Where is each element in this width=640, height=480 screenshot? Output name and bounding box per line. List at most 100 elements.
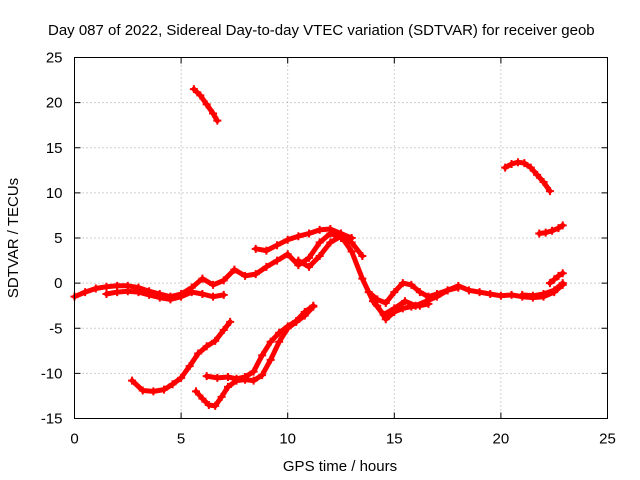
y-tick-label: 0 (54, 275, 62, 292)
series-arc-11 (501, 158, 554, 196)
data-point (273, 256, 282, 265)
series-line (72, 231, 365, 300)
data-point (550, 275, 559, 284)
y-tick-label: 20 (46, 95, 63, 112)
data-point (241, 271, 250, 280)
x-tick-label: 15 (386, 431, 403, 448)
data-point (177, 292, 186, 301)
series-arc-3 (189, 85, 222, 125)
data-point (315, 238, 324, 247)
data-point (347, 234, 356, 242)
y-tick-label: 10 (46, 185, 63, 202)
data-point (415, 288, 424, 297)
data-point (454, 283, 463, 292)
x-tick-label: 0 (70, 431, 78, 448)
data-point (398, 279, 407, 288)
data-point (275, 328, 284, 337)
data-point (347, 247, 356, 256)
data-point (266, 355, 275, 364)
series-arc-4 (128, 317, 235, 396)
data-point (224, 372, 233, 381)
data-point (475, 288, 484, 297)
data-point (202, 372, 211, 381)
data-point (198, 394, 207, 403)
data-point (539, 289, 548, 298)
chart-title: Day 087 of 2022, Sidereal Day-to-day VTE… (48, 22, 595, 39)
data-point (262, 262, 271, 271)
data-point (424, 292, 433, 301)
data-point (541, 228, 550, 237)
data-point (315, 225, 324, 234)
data-point (507, 159, 516, 168)
data-point (155, 293, 164, 302)
data-point (501, 163, 510, 172)
data-point (558, 279, 567, 288)
data-point (400, 297, 409, 306)
data-point (390, 308, 399, 317)
data-point (217, 392, 226, 401)
series-line (204, 303, 316, 382)
data-point (219, 290, 228, 299)
data-point (558, 221, 567, 230)
data-point (364, 288, 373, 297)
data-point (315, 252, 324, 261)
y-tick-label: -10 (41, 365, 63, 382)
data-point (149, 387, 158, 396)
series-line (547, 270, 566, 286)
data-point (358, 274, 367, 283)
data-point (292, 317, 301, 326)
data-point (249, 367, 258, 376)
data-point (241, 372, 250, 381)
data-point (249, 376, 258, 385)
data-point (518, 290, 527, 299)
data-point (102, 282, 111, 291)
data-point (128, 376, 137, 385)
data-point (168, 380, 177, 389)
data-point (258, 351, 267, 360)
data-point (550, 286, 559, 295)
data-point (194, 349, 203, 358)
data-point (548, 226, 557, 235)
data-point (113, 288, 122, 297)
x-tick-label: 5 (177, 431, 185, 448)
data-point (326, 224, 335, 233)
data-point (464, 286, 473, 295)
data-point (300, 308, 309, 317)
series-line (366, 280, 461, 306)
data-point (309, 301, 318, 310)
data-point (528, 291, 537, 300)
data-point (507, 290, 516, 299)
data-point (545, 279, 554, 288)
x-tick-label: 10 (279, 431, 296, 448)
data-point (283, 250, 292, 259)
data-point (211, 336, 220, 345)
data-point (230, 265, 239, 274)
data-point (219, 326, 228, 335)
data-point (305, 229, 314, 238)
data-point (196, 91, 205, 100)
y-tick-label: 5 (54, 230, 62, 247)
series-arc-2 (102, 287, 228, 304)
data-point (424, 299, 433, 308)
data-point (496, 291, 505, 300)
y-axis-label: SDTVAR / TECUs (5, 178, 22, 298)
data-point (251, 270, 260, 279)
data-point (166, 295, 175, 304)
data-point (134, 288, 143, 297)
data-point (326, 238, 335, 247)
data-point (138, 386, 147, 395)
data-point (273, 241, 282, 250)
data-point (415, 301, 424, 310)
x-axis-label: GPS time / hours (283, 458, 397, 475)
data-point (533, 170, 542, 179)
data-point (258, 371, 267, 380)
data-point (398, 304, 407, 313)
data-point (407, 302, 416, 311)
data-point (187, 288, 196, 297)
data-point (145, 290, 154, 299)
data-point (209, 292, 218, 301)
data-point (283, 322, 292, 331)
data-point (81, 288, 90, 297)
data-point (373, 301, 382, 310)
data-point (251, 244, 260, 253)
